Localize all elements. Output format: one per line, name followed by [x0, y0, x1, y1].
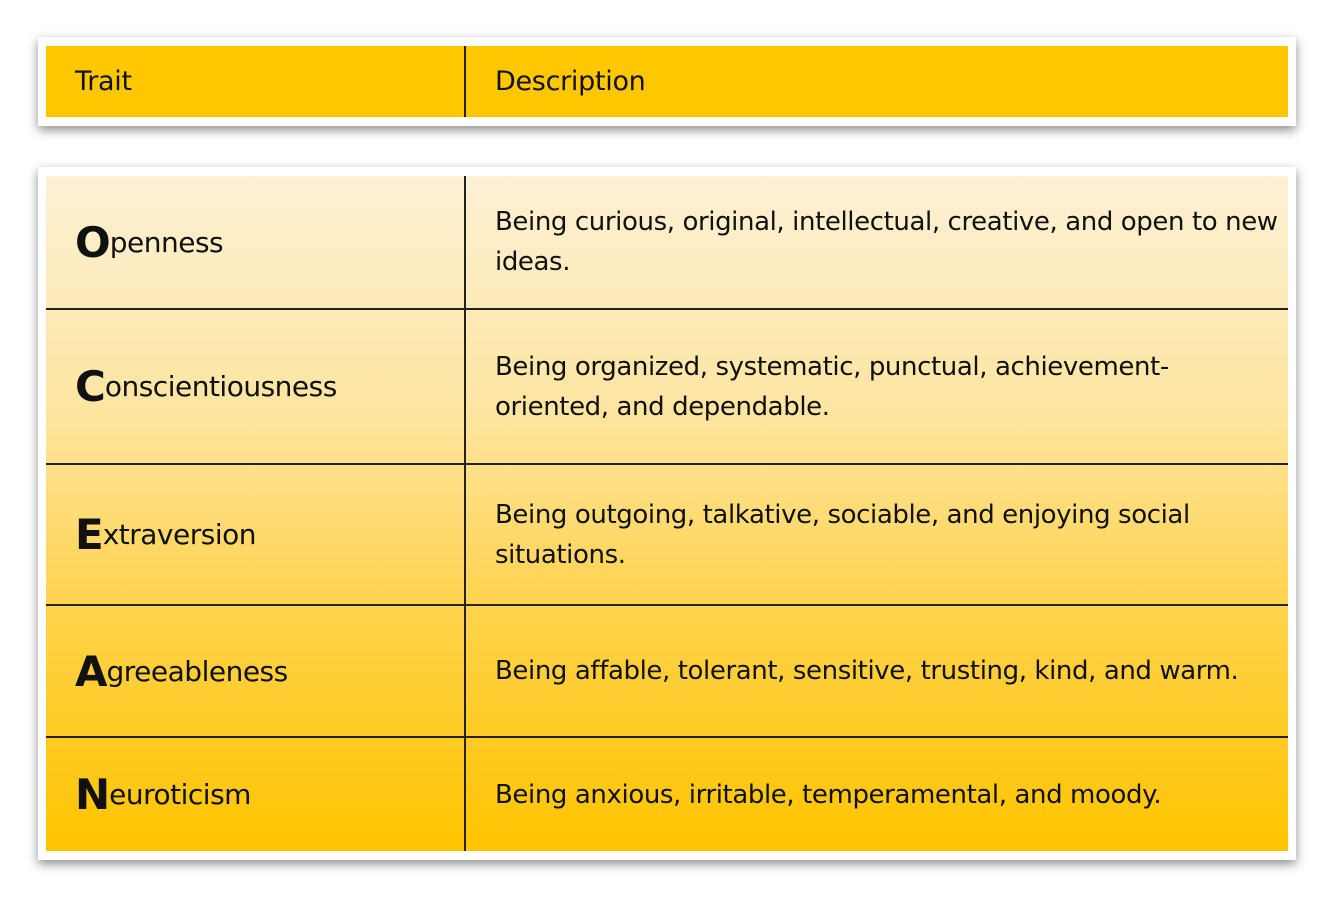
header-description: Description [495, 66, 646, 97]
trait-description: Being affable, tolerant, sensitive, trus… [495, 656, 1239, 686]
table-header: Trait Description [38, 37, 1296, 126]
header-trait: Trait [46, 46, 466, 117]
trait-description: Being outgoing, talkative, sociable, and… [495, 499, 1190, 570]
trait-description: Being curious, original, intellectual, c… [495, 207, 1278, 277]
trait-description: Being organized, systematic, punctual, a… [495, 351, 1169, 422]
trait-description: Being anxious, irritable, temperamental,… [495, 779, 1162, 810]
